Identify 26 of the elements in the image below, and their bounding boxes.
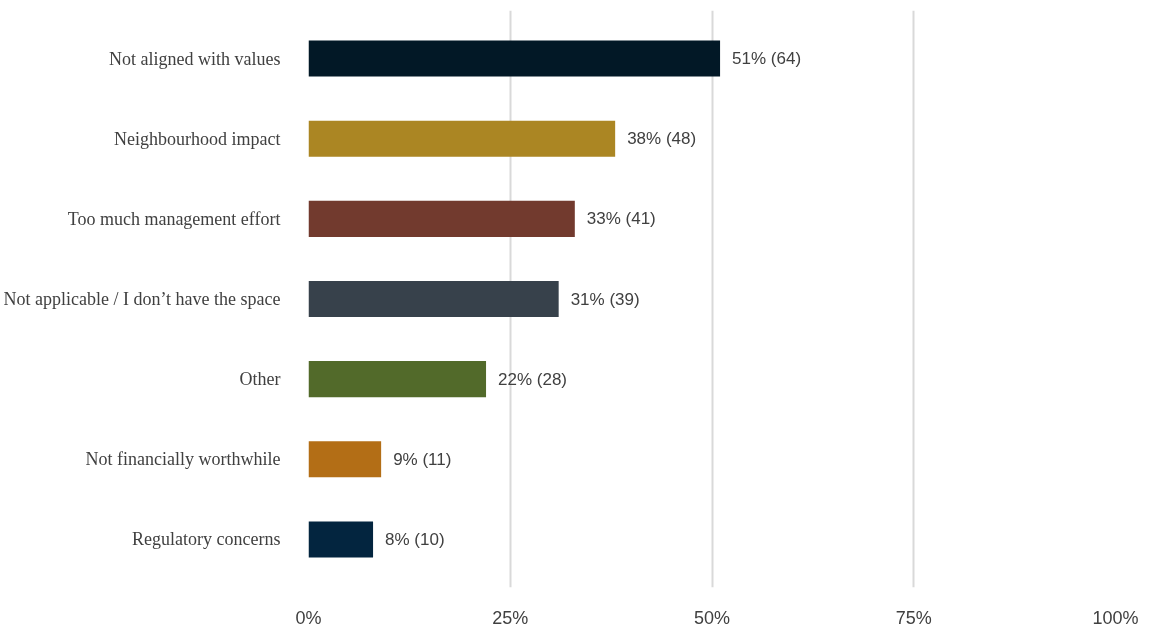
y-tick-label: Regulatory concerns: [132, 529, 281, 550]
y-tick-label: Other: [239, 369, 281, 390]
y-tick-label: Neighbourhood impact: [114, 128, 281, 149]
bar: [308, 120, 616, 157]
data-label: 31% (39): [570, 289, 640, 309]
y-tick-label: Not aligned with values: [109, 48, 281, 69]
data-label: 9% (11): [393, 449, 452, 469]
x-tick-label: 100%: [1092, 607, 1139, 628]
bar: [308, 200, 575, 237]
y-tick-label: Not applicable / I don’t have the space: [3, 289, 281, 309]
y-tick-label: Not financially worthwhile: [85, 449, 281, 470]
bar: [308, 361, 487, 398]
data-label: 51% (64): [732, 49, 802, 69]
data-label: 33% (41): [586, 209, 656, 229]
data-label: 38% (48): [627, 129, 697, 149]
bar: [308, 40, 721, 77]
data-label: 22% (28): [498, 369, 568, 389]
x-tick-label: 50%: [693, 607, 731, 628]
x-tick-label: 75%: [895, 607, 932, 628]
bar: [308, 441, 382, 478]
data-label: 8% (10): [385, 529, 445, 549]
bar: [308, 521, 374, 558]
y-tick-label: Too much management effort: [67, 208, 281, 229]
x-tick-label: 0%: [295, 607, 322, 628]
x-tick-label: 25%: [492, 607, 529, 628]
bar: [308, 280, 559, 318]
